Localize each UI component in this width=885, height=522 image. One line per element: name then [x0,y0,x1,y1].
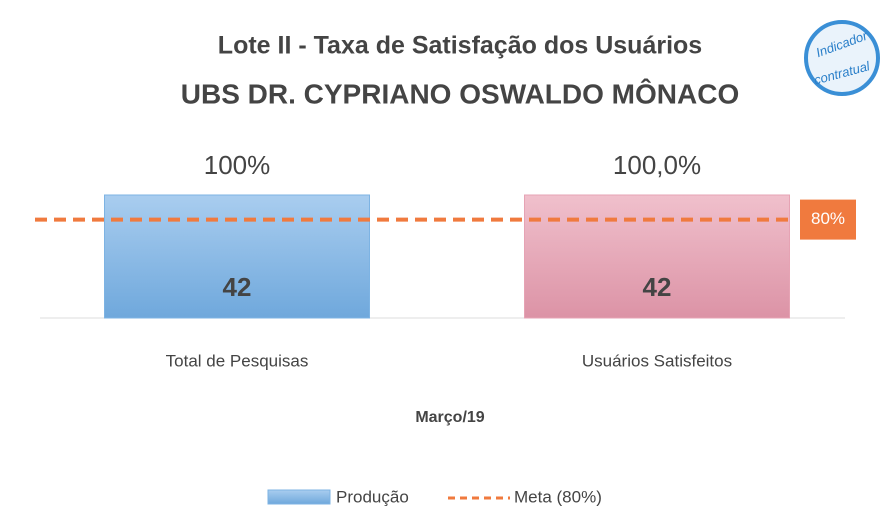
x-tick-label: Usuários Satisfeitos [582,351,732,370]
chart-title: Lote II - Taxa de Satisfação dos Usuário… [218,32,702,60]
badge: Indicador contratual [804,20,880,96]
bar [524,194,790,319]
legend-label: Produção [336,487,409,506]
value-label: 100% [204,150,271,180]
value-label: 100,0% [613,150,701,180]
bar [104,194,370,319]
x-tick-label: Total de Pesquisas [166,351,309,370]
x-axis-label: Março/19 [415,409,484,426]
chart-title: UBS DR. CYPRIANO OSWALDO MÔNACO [181,77,739,109]
legend-label: Meta (80%) [514,487,602,506]
meta-label: 80% [811,209,845,228]
legend-swatch [267,489,331,505]
count-label: 42 [223,272,252,302]
badge-circle [804,20,880,96]
meta-label-box [800,199,856,240]
count-label: 42 [643,272,672,302]
